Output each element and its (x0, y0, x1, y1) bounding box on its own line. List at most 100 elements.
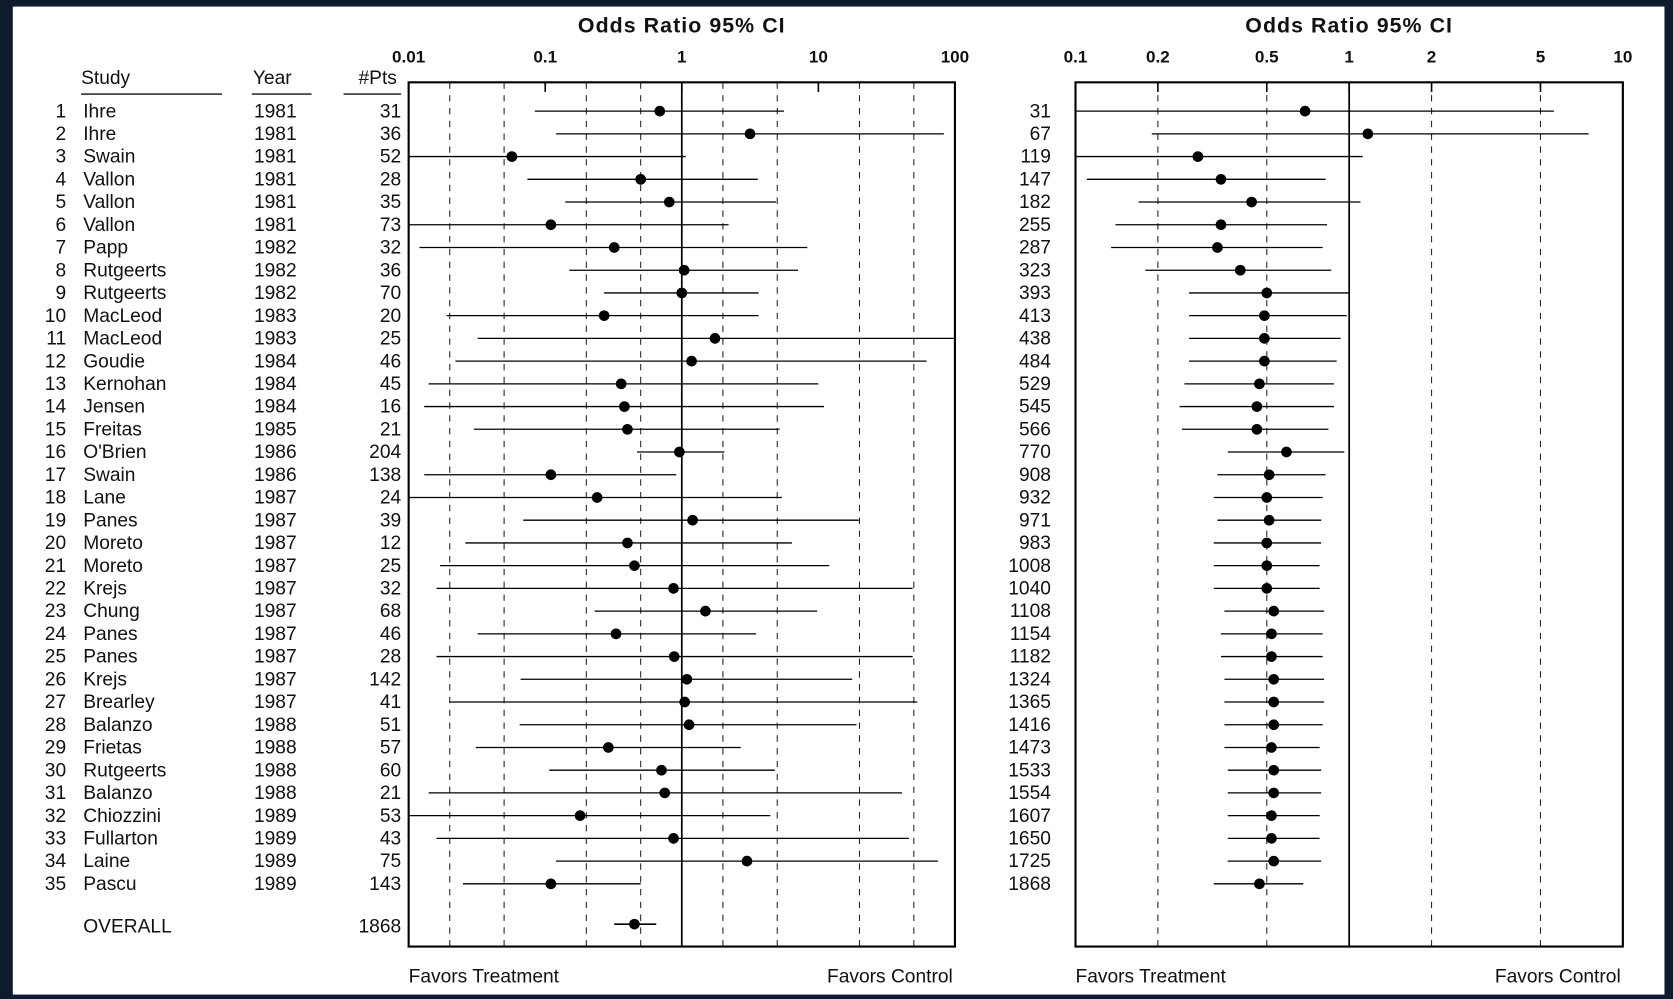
odds-ratio-point (1251, 401, 1263, 412)
study-name: Vallon (83, 169, 135, 190)
study-name: Krejs (83, 669, 127, 690)
study-number: 31 (45, 783, 66, 804)
odds-ratio-point (1263, 514, 1275, 526)
study-year: 1988 (254, 715, 297, 736)
patients: 36 (380, 260, 401, 281)
study-number: 19 (45, 510, 66, 531)
study-name: Panes (83, 624, 137, 645)
study-number: 4 (55, 169, 66, 190)
odds-ratio-point (1268, 673, 1280, 685)
study-year: 1981 (254, 124, 297, 145)
patients: 138 (369, 465, 401, 486)
column-header: #Pts (359, 68, 397, 89)
odds-ratio-point (1268, 605, 1280, 617)
x-tick-label: 0.01 (392, 47, 426, 66)
odds-ratio-point (1234, 264, 1246, 276)
odds-ratio-point (622, 537, 633, 549)
patients: 393 (1019, 283, 1051, 304)
study-name: Rutgeerts (83, 260, 166, 281)
odds-ratio-point (1299, 105, 1311, 117)
patients: 28 (380, 169, 401, 190)
odds-ratio-point (656, 764, 667, 776)
study-year: 1986 (254, 442, 297, 463)
patients: 143 (369, 874, 401, 895)
study-number: 13 (45, 374, 66, 395)
odds-ratio-point (635, 173, 647, 185)
overall-patients: 1868 (358, 916, 401, 937)
odds-ratio-point (1254, 878, 1265, 890)
study-number: 14 (45, 397, 67, 418)
patients: 1607 (1008, 806, 1051, 827)
study-name: Balanzo (83, 783, 152, 804)
study-name: Brearley (83, 692, 155, 713)
patients: 52 (380, 147, 401, 168)
odds-ratio-point (1266, 628, 1277, 640)
patients: 73 (380, 215, 401, 236)
study-name: Rutgeerts (83, 760, 166, 781)
study-number: 11 (46, 329, 66, 350)
study-name: Chung (83, 601, 140, 622)
study-name: Laine (83, 851, 130, 872)
study-name: Swain (83, 147, 135, 168)
patients: 51 (380, 715, 401, 736)
patients: 147 (1019, 169, 1051, 190)
patients: 32 (380, 238, 401, 259)
patients: 323 (1019, 260, 1051, 281)
study-number: 32 (45, 806, 66, 827)
patients: 31 (1030, 101, 1051, 122)
study-year: 1982 (254, 260, 297, 281)
patients: 70 (380, 283, 401, 304)
favors-left: Favors Treatment (1076, 967, 1227, 988)
study-name: Ihre (83, 101, 116, 122)
patients: 28 (380, 647, 401, 668)
study-name: Ihre (83, 124, 116, 145)
study-name: Vallon (83, 192, 135, 213)
odds-ratio-point (610, 628, 622, 640)
patients: 1473 (1008, 738, 1051, 759)
study-year: 1986 (254, 465, 297, 486)
favors-right: Favors Control (1495, 967, 1621, 988)
chart-title: Odds Ratio 95% CI (1245, 13, 1453, 37)
study-number: 12 (45, 351, 66, 372)
study-number: 34 (45, 851, 67, 872)
odds-ratio-point (1266, 810, 1277, 821)
study-name: Panes (83, 510, 137, 531)
study-name: Fullarton (83, 829, 158, 850)
study-name: Freitas (83, 419, 142, 440)
patients: 53 (380, 806, 401, 827)
odds-ratio-point (1215, 173, 1227, 185)
odds-ratio-point (603, 742, 614, 753)
patients: 20 (380, 306, 401, 327)
patients: 119 (1020, 147, 1051, 168)
study-year: 1984 (254, 397, 297, 418)
study-year: 1987 (254, 692, 297, 713)
odds-ratio-point (545, 219, 557, 231)
odds-ratio-point (1261, 492, 1273, 503)
odds-ratio-point (1261, 583, 1273, 594)
x-tick-label: 1 (677, 47, 687, 66)
study-name: Jensen (83, 397, 145, 418)
study-number: 22 (45, 579, 66, 600)
study-number: 5 (55, 192, 66, 213)
odds-ratio-point (619, 401, 630, 412)
patients: 545 (1019, 397, 1051, 418)
odds-ratio-point (545, 878, 557, 890)
study-name: Panes (83, 647, 137, 668)
patients: 12 (380, 533, 401, 554)
patients: 39 (380, 510, 401, 531)
odds-ratio-point (1266, 833, 1277, 844)
study-number: 18 (45, 488, 66, 509)
study-year: 1989 (254, 829, 297, 850)
study-name: Rutgeerts (83, 283, 166, 304)
patients: 45 (380, 374, 401, 395)
study-number: 10 (45, 306, 66, 327)
study-year: 1981 (254, 192, 297, 213)
patients: 60 (380, 760, 401, 781)
patients: 255 (1019, 215, 1051, 236)
study-number: 21 (45, 556, 66, 577)
patients: 57 (380, 738, 401, 759)
odds-ratio-point (622, 423, 633, 435)
study-name: Moreto (83, 556, 143, 577)
x-tick-label: 1 (1344, 47, 1354, 66)
study-name: Papp (83, 238, 128, 259)
